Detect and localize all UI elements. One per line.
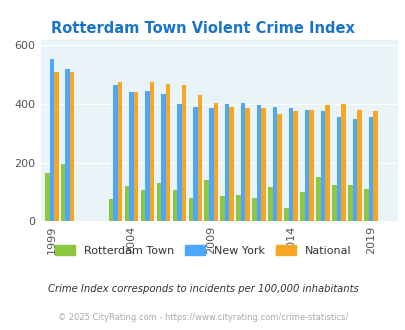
Bar xyxy=(149,82,154,221)
Bar xyxy=(368,117,372,221)
Bar xyxy=(292,111,297,221)
Text: Rotterdam Town Violent Crime Index: Rotterdam Town Violent Crime Index xyxy=(51,21,354,36)
Bar xyxy=(299,192,304,221)
Bar xyxy=(352,119,356,221)
Bar xyxy=(133,92,138,221)
Bar xyxy=(61,164,65,221)
Bar xyxy=(204,180,209,221)
Bar xyxy=(245,108,249,221)
Bar xyxy=(277,114,281,221)
Bar xyxy=(141,190,145,221)
Bar xyxy=(117,82,122,221)
Bar xyxy=(309,110,313,221)
Bar xyxy=(220,196,224,221)
Bar xyxy=(272,107,277,221)
Bar xyxy=(45,173,49,221)
Text: Crime Index corresponds to incidents per 100,000 inhabitants: Crime Index corresponds to incidents per… xyxy=(47,284,358,294)
Bar xyxy=(315,177,320,221)
Bar xyxy=(252,198,256,221)
Bar xyxy=(177,104,181,221)
Bar xyxy=(209,108,213,221)
Bar xyxy=(65,69,70,221)
Bar xyxy=(161,94,165,221)
Bar xyxy=(224,104,229,221)
Bar xyxy=(181,85,185,221)
Bar xyxy=(261,108,265,221)
Bar xyxy=(165,83,170,221)
Bar xyxy=(49,59,54,221)
Bar xyxy=(197,95,202,221)
Bar xyxy=(145,91,149,221)
Bar xyxy=(54,72,58,221)
Bar xyxy=(304,110,309,221)
Bar xyxy=(109,199,113,221)
Bar xyxy=(129,92,133,221)
Bar xyxy=(256,106,261,221)
Bar xyxy=(340,104,345,221)
Bar xyxy=(156,183,161,221)
Bar xyxy=(372,111,377,221)
Bar xyxy=(320,111,324,221)
Bar xyxy=(356,110,361,221)
Bar xyxy=(213,103,217,221)
Bar xyxy=(268,187,272,221)
Bar xyxy=(113,85,117,221)
Bar xyxy=(288,108,292,221)
Bar xyxy=(347,184,352,221)
Legend: Rotterdam Town, New York, National: Rotterdam Town, New York, National xyxy=(50,241,355,260)
Bar xyxy=(172,190,177,221)
Bar xyxy=(240,103,245,221)
Bar xyxy=(363,189,368,221)
Bar xyxy=(336,117,340,221)
Bar xyxy=(284,208,288,221)
Bar xyxy=(188,198,193,221)
Bar xyxy=(124,186,129,221)
Bar xyxy=(193,107,197,221)
Text: © 2025 CityRating.com - https://www.cityrating.com/crime-statistics/: © 2025 CityRating.com - https://www.city… xyxy=(58,313,347,322)
Bar xyxy=(236,195,240,221)
Bar xyxy=(229,107,233,221)
Bar xyxy=(324,106,329,221)
Bar xyxy=(331,184,336,221)
Bar xyxy=(70,72,74,221)
